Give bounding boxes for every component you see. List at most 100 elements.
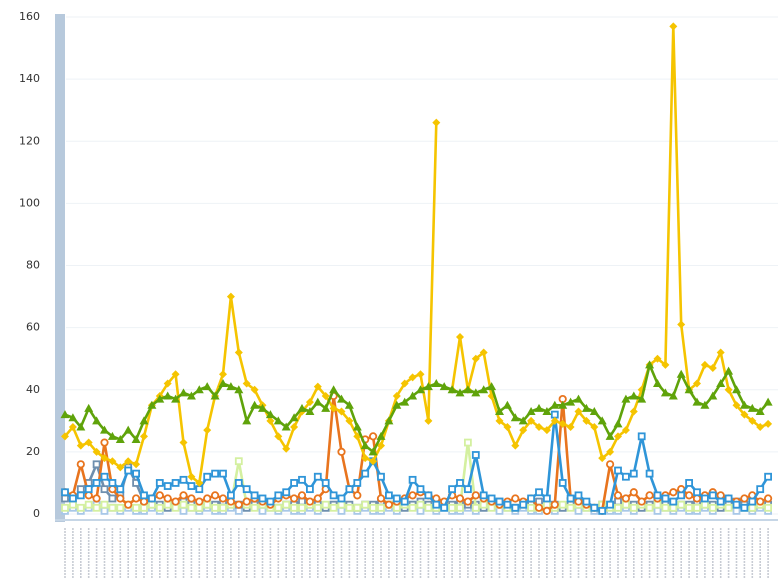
point <box>724 385 733 394</box>
point <box>329 404 338 413</box>
point <box>361 454 370 463</box>
point <box>368 447 378 456</box>
point <box>456 479 464 487</box>
point <box>92 416 102 425</box>
point <box>313 382 322 391</box>
point <box>289 494 299 503</box>
point <box>408 373 417 382</box>
point <box>423 382 433 391</box>
point <box>598 506 607 515</box>
point <box>471 354 480 363</box>
point <box>566 494 575 503</box>
point <box>416 506 425 515</box>
point <box>479 491 488 500</box>
point <box>526 406 536 415</box>
point <box>606 500 614 509</box>
point <box>242 416 252 425</box>
point <box>92 460 101 469</box>
point <box>748 497 757 506</box>
point <box>61 432 69 441</box>
point <box>171 394 181 403</box>
point <box>487 382 497 391</box>
series-line <box>64 25 769 485</box>
point <box>345 485 354 494</box>
point <box>353 479 362 487</box>
point <box>242 497 251 506</box>
point <box>669 497 678 506</box>
point <box>550 500 559 509</box>
point <box>329 503 338 512</box>
point <box>282 488 291 497</box>
point <box>344 400 354 409</box>
point <box>234 348 243 357</box>
point <box>535 423 543 432</box>
point <box>100 485 109 494</box>
point <box>313 397 323 406</box>
point <box>408 475 417 484</box>
point <box>590 503 599 512</box>
point <box>463 485 472 494</box>
point <box>487 494 496 503</box>
point <box>400 397 410 406</box>
point <box>535 488 543 497</box>
point <box>92 503 101 512</box>
point <box>155 491 164 500</box>
point <box>100 425 109 434</box>
point <box>740 410 749 419</box>
point <box>416 385 425 394</box>
point <box>558 400 568 409</box>
point <box>463 385 473 394</box>
point <box>203 426 212 435</box>
point <box>353 503 362 512</box>
point <box>384 500 393 509</box>
point <box>124 457 133 466</box>
point <box>140 503 148 512</box>
point <box>298 503 306 512</box>
point <box>756 497 765 506</box>
point <box>574 407 583 416</box>
point <box>614 466 622 475</box>
point <box>495 406 504 415</box>
point <box>194 385 204 394</box>
point <box>740 494 749 503</box>
point <box>100 438 109 447</box>
point <box>621 494 631 503</box>
point <box>629 391 639 400</box>
point <box>455 494 465 503</box>
point <box>187 482 196 490</box>
point <box>376 494 386 503</box>
point <box>456 503 464 512</box>
point <box>424 416 433 425</box>
point <box>622 472 630 481</box>
point <box>179 506 188 515</box>
point <box>219 469 227 478</box>
point <box>345 416 354 425</box>
point <box>653 506 662 515</box>
point <box>542 406 552 415</box>
point <box>597 416 607 425</box>
point <box>234 479 243 487</box>
point <box>250 400 260 409</box>
point <box>605 431 615 440</box>
series-line <box>64 363 770 454</box>
point <box>716 348 725 357</box>
point <box>226 491 235 500</box>
point <box>61 494 69 503</box>
point <box>660 388 670 397</box>
point <box>234 385 244 394</box>
point <box>590 423 599 432</box>
point <box>621 426 630 435</box>
point <box>684 385 694 394</box>
point <box>653 379 662 388</box>
point <box>566 503 575 512</box>
point <box>76 422 86 431</box>
point <box>171 497 180 506</box>
y-tick-label: 60 <box>26 321 40 334</box>
point <box>218 494 228 503</box>
point <box>685 479 693 487</box>
point <box>163 379 172 388</box>
point <box>273 416 283 425</box>
point <box>629 503 638 512</box>
point <box>163 391 173 400</box>
point <box>495 506 504 515</box>
